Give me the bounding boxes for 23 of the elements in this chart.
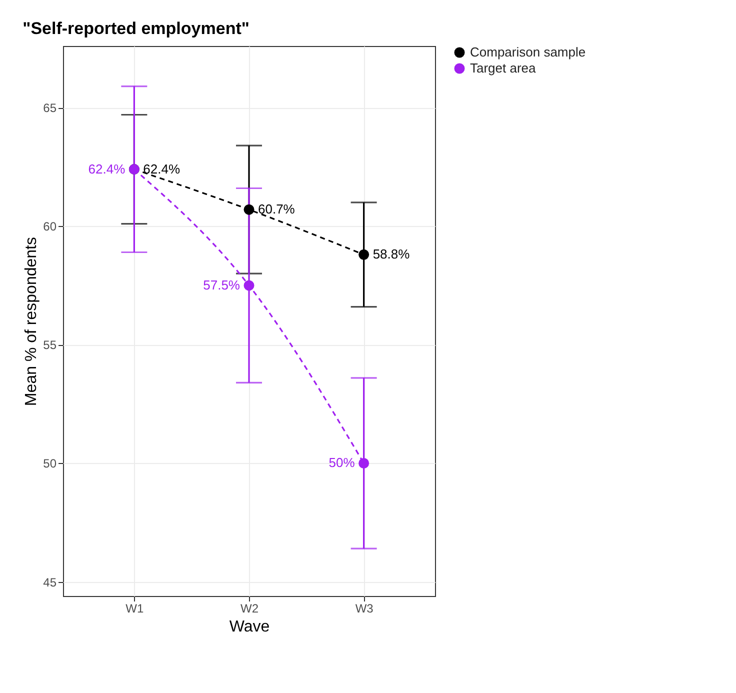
data-label: 60.7% [258,202,296,217]
x-tick-label: W2 [240,602,259,616]
y-tick-label: 45 [43,575,57,590]
legend-label: Target area [470,60,537,76]
data-label: 58.8% [372,246,410,262]
point [244,204,254,215]
y-tick-label: 60 [43,220,57,234]
legend-label: Comparison sample [470,44,586,60]
x-tick-label: W3 [355,602,374,616]
data-label: 62.4% [143,161,180,176]
data-label: 62.4% [88,161,126,176]
point [358,458,370,468]
data-label: 57.5% [203,277,240,292]
y-tick-label: 50 [43,456,57,471]
point [244,280,254,291]
y-tick-label: 65 [43,101,57,116]
y-axis-title: Mean % of respondents [23,237,40,406]
point [358,249,370,260]
chart-title: "Self-reported employment" [22,19,250,38]
data-label: 50% [328,455,356,470]
y-tick-label: 55 [43,338,57,352]
x-tick-label: W1 [126,602,144,616]
x-axis-title: Wave [229,618,270,636]
